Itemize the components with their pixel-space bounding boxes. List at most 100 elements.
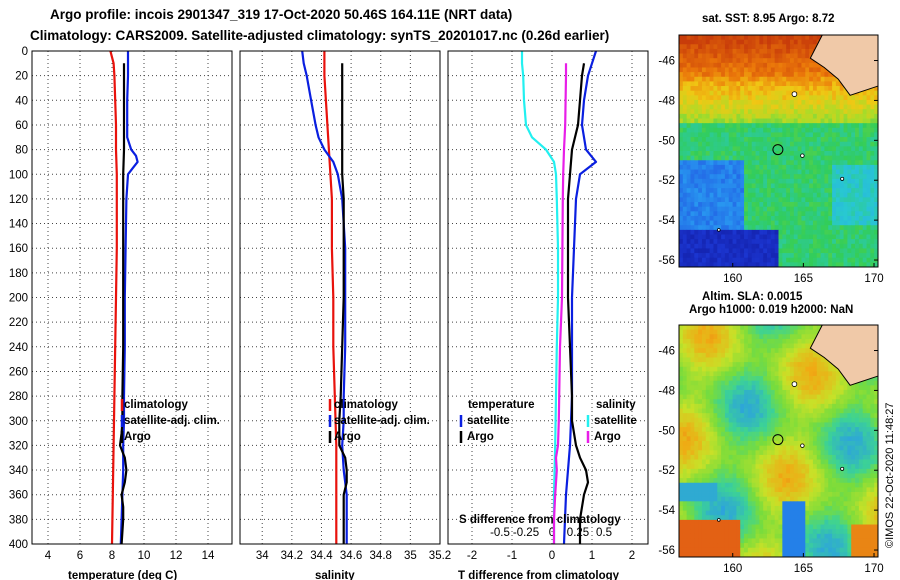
map-pixel: [728, 366, 733, 372]
map-pixel: [805, 431, 810, 437]
map-pixel: [690, 441, 695, 447]
map-pixel: [713, 492, 718, 498]
map-pixel: [816, 72, 821, 78]
map-pixel: [701, 487, 707, 493]
map-pixel: [694, 67, 699, 73]
map-pixel: [736, 132, 741, 138]
map-pixel: [709, 399, 714, 405]
map-pixel: [824, 118, 829, 124]
map-pixel: [747, 123, 753, 129]
map-pixel: [797, 174, 802, 180]
map-pixel: [793, 417, 799, 423]
map-pixel: [732, 473, 737, 479]
map-pixel: [801, 505, 806, 511]
map-pixel: [782, 385, 787, 391]
map-pixel: [778, 160, 783, 166]
map-pixel: [698, 413, 703, 419]
map-pixel: [870, 104, 875, 110]
map-pixel: [816, 501, 821, 507]
map-pixel: [870, 188, 875, 194]
map-pixel: [816, 160, 821, 166]
map-pixel: [816, 211, 821, 217]
map-pixel: [839, 394, 844, 400]
map-pixel: [786, 325, 791, 331]
difference-ticks: -2 -1 0 1 2-0.5 -0.25 0 0.25 0.5: [448, 51, 648, 562]
map-pixel: [770, 62, 776, 68]
map-pixel: [698, 234, 703, 240]
map-pixel: [824, 431, 829, 437]
map-pixel: [755, 394, 760, 400]
map-pixel: [774, 151, 779, 157]
map-pixel: [870, 239, 875, 245]
map-pixel: [778, 178, 783, 184]
map-pixel: [709, 436, 714, 442]
map-pixel: [679, 348, 684, 354]
map-pixel: [736, 501, 741, 507]
map-pixel: [786, 197, 791, 203]
map-pixel: [690, 427, 695, 433]
map-pixel: [805, 146, 810, 152]
map-pixel: [744, 169, 749, 175]
map-pixel: [736, 505, 741, 511]
map-pixel: [774, 482, 779, 488]
map-pixel: [705, 338, 711, 344]
map-pixel: [801, 169, 806, 175]
map-pixel: [862, 399, 867, 405]
map-pixel: [851, 262, 856, 268]
map-pixel: [835, 248, 841, 254]
map-pixel: [728, 482, 733, 488]
map-pixel: [816, 464, 821, 470]
map-pixel: [736, 441, 741, 447]
map-pixel: [767, 371, 772, 377]
map-pixel: [747, 220, 753, 226]
map-pixel: [717, 151, 722, 157]
map-pixel: [705, 487, 711, 493]
map-pixel: [694, 123, 699, 129]
map-pixel: [701, 459, 707, 465]
map-pixel: [751, 376, 756, 382]
map-pixel: [770, 76, 776, 82]
map-pixel: [812, 515, 818, 521]
map-pixel: [686, 357, 691, 363]
map-pixel: [770, 464, 776, 470]
map-pixel: [832, 164, 837, 170]
map-pixel: [709, 487, 714, 493]
map-pixel: [690, 468, 695, 474]
map-pixel: [728, 127, 733, 133]
map-pixel: [705, 501, 711, 507]
map-pixel: [858, 215, 864, 221]
map-pixel: [740, 160, 745, 166]
map-pixel: [843, 151, 848, 157]
map-pixel: [843, 445, 848, 451]
map-pixel: [816, 459, 821, 465]
map-pixel: [805, 376, 810, 382]
map-pixel: [701, 431, 707, 437]
map-pixel: [797, 501, 802, 507]
map-pixel: [812, 127, 818, 133]
map-pixel: [698, 385, 703, 391]
map-pixel: [690, 362, 695, 368]
map-pixel: [851, 118, 856, 124]
map-pixel: [690, 95, 695, 101]
difference-xlabel: T difference from climatology: [458, 570, 620, 580]
map-pixel: [767, 127, 772, 133]
map-pixel: [805, 132, 810, 138]
map-pixel: [839, 151, 844, 157]
map-pixel: [763, 174, 768, 180]
map-pixel: [782, 62, 787, 68]
map-pixel: [793, 44, 799, 50]
map-pixel: [744, 72, 749, 78]
map-pixel: [816, 155, 821, 161]
map-pixel: [801, 146, 806, 152]
map-pixel: [778, 329, 783, 335]
map-pixel: [824, 146, 829, 152]
map-pixel: [778, 86, 783, 92]
map-pixel: [820, 450, 825, 456]
map-pixel: [793, 127, 799, 133]
map-pixel: [847, 146, 852, 152]
map-pixel: [694, 376, 699, 382]
map-pixel: [855, 253, 860, 259]
map-pixel: [682, 427, 688, 433]
map-pixel: [820, 109, 825, 115]
map-pixel: [709, 58, 714, 64]
